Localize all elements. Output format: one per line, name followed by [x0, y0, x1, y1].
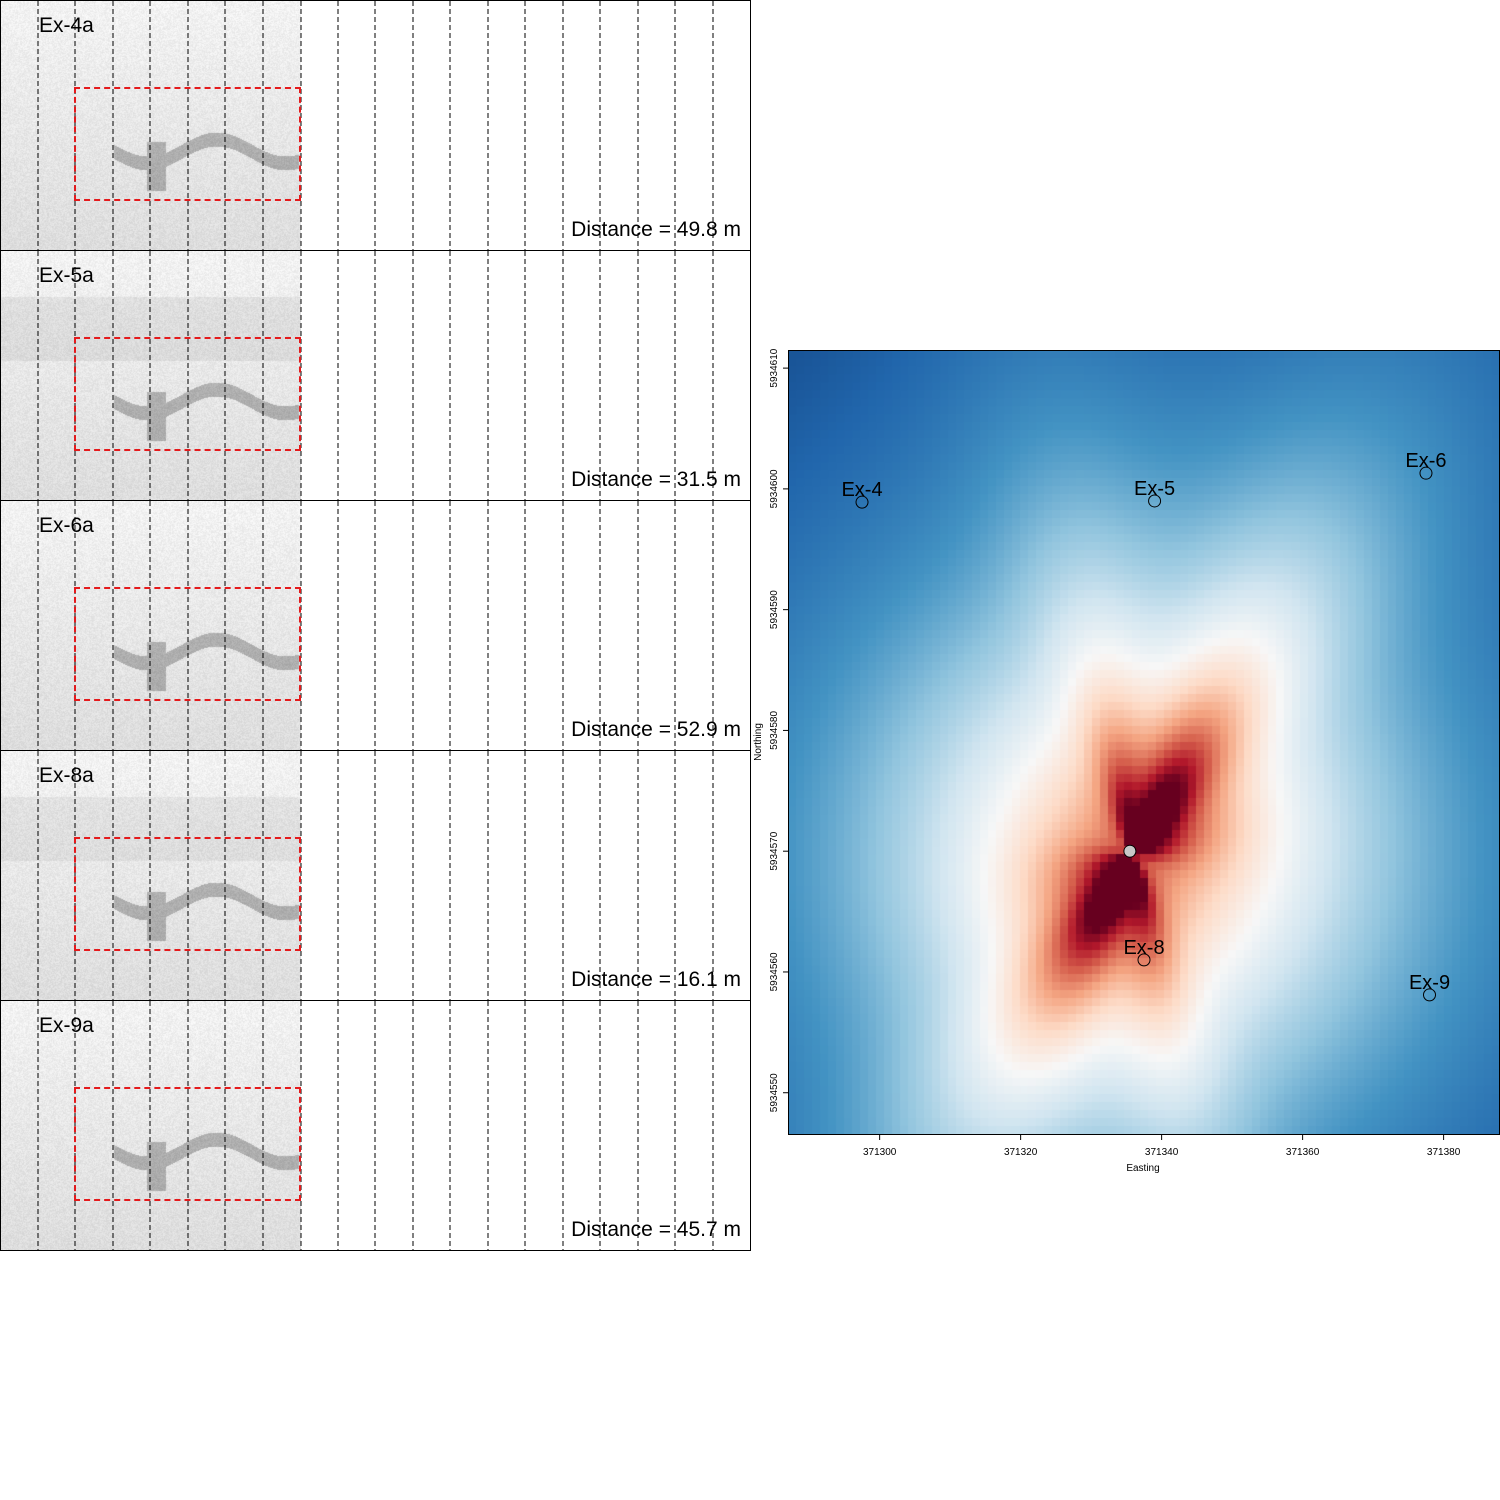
station-label: Ex-8 [1123, 937, 1164, 959]
source-location-marker [1123, 844, 1137, 858]
spectrogram-image [1, 501, 301, 750]
x-tick-label: 371380 [1427, 1147, 1461, 1158]
distance-label: Distance = 16.1 m [571, 968, 741, 991]
y-tick-label: 5934550 [769, 1073, 780, 1112]
distance-label: Distance = 49.8 m [571, 218, 741, 241]
spectrogram-stack: Ex-4a Distance = 49.8 m Ex-5a Distance =… [0, 0, 751, 1251]
station-marker [1137, 953, 1151, 967]
station-marker [1148, 494, 1162, 508]
station-marker [1423, 988, 1437, 1002]
spectrogram-image [1, 1001, 301, 1250]
x-tick-label: 371320 [1004, 1147, 1038, 1158]
x-tick-label: 371300 [863, 1147, 897, 1158]
distance-label: Distance = 45.7 m [571, 1218, 741, 1241]
station-label: Ex-4 [841, 479, 882, 501]
y-tick-label: 5934570 [769, 831, 780, 870]
station-label: Ex-5 [1134, 478, 1175, 500]
spectrogram-image [1, 1, 301, 250]
map-plot: 371300 371320 371340 371360 371380 593461059… [753, 348, 1500, 1174]
panel-label: Ex-5a [39, 264, 94, 287]
x-axis-label: Easting [1126, 1163, 1159, 1174]
y-tick-label: 5934580 [769, 711, 780, 750]
detection-box [74, 837, 301, 951]
spectrogram-panel: Ex-5a Distance = 31.5 m [0, 250, 751, 501]
distance-label: Distance = 31.5 m [571, 468, 741, 491]
y-tick-label: 5934590 [769, 590, 780, 629]
detection-box [74, 1087, 301, 1201]
panel-label: Ex-8a [39, 764, 94, 787]
likelihood-heatmap [788, 350, 1500, 1135]
panel-label: Ex-4a [39, 14, 94, 37]
x-axis: 371300 371320 371340 371360 371380 [863, 1135, 1461, 1158]
spectrogram-panel: Ex-4a Distance = 49.8 m [0, 0, 751, 251]
spectrogram-image [1, 751, 301, 1000]
station-marker [855, 495, 869, 509]
spectrogram-panel: Ex-6a Distance = 52.9 m [0, 500, 751, 751]
station-marker [1419, 466, 1433, 480]
station-label: Ex-6 [1405, 450, 1446, 472]
y-tick-label: 5934600 [769, 469, 780, 508]
detection-box [74, 87, 301, 201]
panel-label: Ex-9a [39, 1014, 94, 1037]
y-tick-label: 5934610 [769, 348, 780, 387]
station-label: Ex-9 [1409, 972, 1450, 994]
distance-label: Distance = 52.9 m [571, 718, 741, 741]
panel-label: Ex-6a [39, 514, 94, 537]
spectrogram-panel: Ex-9a Distance = 45.7 m [0, 1000, 751, 1251]
x-tick-label: 371340 [1145, 1147, 1179, 1158]
y-tick-label: 5934560 [769, 952, 780, 991]
x-tick-label: 371360 [1286, 1147, 1320, 1158]
detection-box [74, 337, 301, 451]
detection-box [74, 587, 301, 701]
localization-map: 371300 371320 371340 371360 371380 5934610 59… [750, 340, 1500, 1200]
spectrogram-panel: Ex-8a Distance = 16.1 m [0, 750, 751, 1001]
y-axis: 5934610 5934600 5934590 5934580 5934570 59345… [769, 348, 788, 1112]
y-axis-label: Northing [753, 723, 764, 761]
spectrogram-image [1, 251, 301, 500]
station-markers: Ex-4 Ex-5 Ex-6 Ex-8 Ex-9 [841, 450, 1450, 1002]
